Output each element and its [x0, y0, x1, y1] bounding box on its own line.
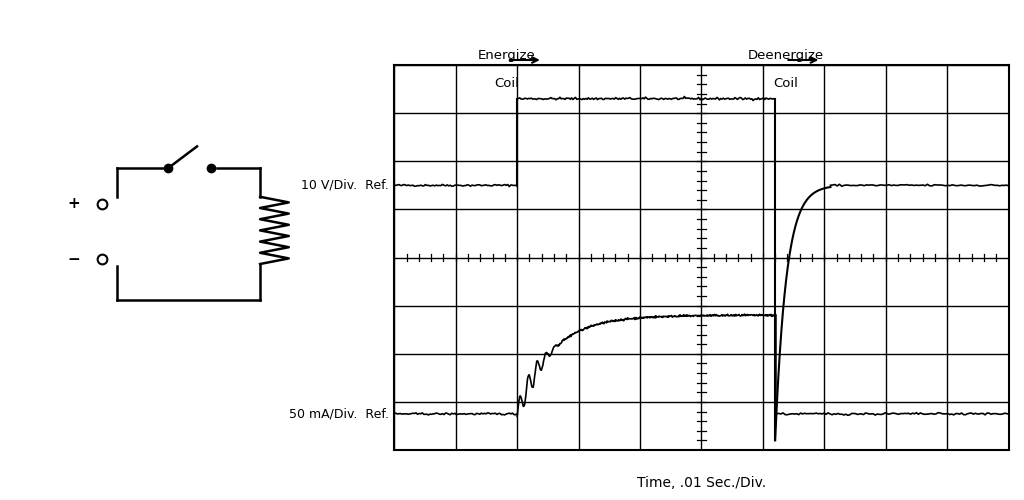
Text: +: +	[68, 196, 80, 212]
Text: Deenergize: Deenergize	[748, 50, 823, 62]
Text: Coil: Coil	[773, 77, 798, 90]
Text: Energize: Energize	[478, 50, 536, 62]
Text: 50 mA/Div.  Ref.: 50 mA/Div. Ref.	[289, 408, 389, 420]
Text: Time, .01 Sec./Div.: Time, .01 Sec./Div.	[637, 476, 766, 490]
Text: −: −	[68, 252, 80, 266]
Text: Coil: Coil	[495, 77, 519, 90]
Text: 10 V/Div.  Ref.: 10 V/Div. Ref.	[301, 179, 389, 192]
